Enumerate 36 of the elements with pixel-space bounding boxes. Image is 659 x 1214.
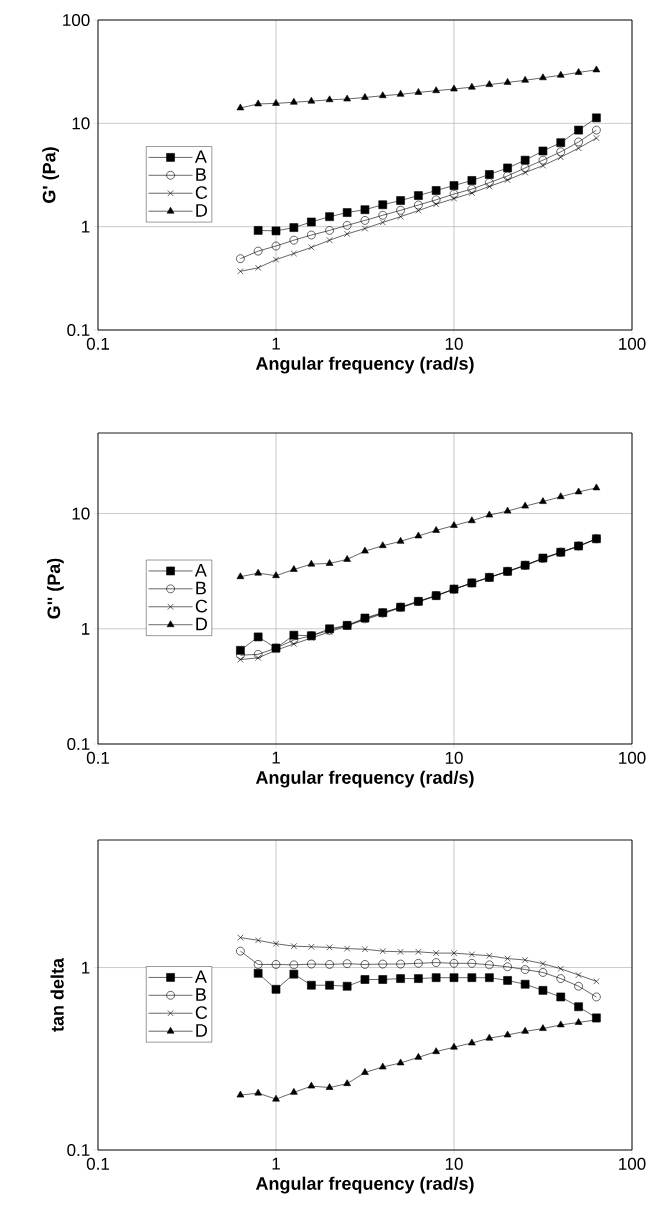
y-tick-label: 10 [72,507,90,520]
x-tick-label: 1 [272,1157,280,1170]
y-tick-label: 100 [63,13,90,27]
y-tick-label: 0.1 [67,737,90,751]
y-tick-label: 1 [82,220,90,233]
legend-label: B [196,988,206,1001]
x-axis-title: Angular frequency (rad/s) [255,770,474,788]
legend-label: D [196,1024,207,1037]
x-axis-title: Angular frequency (rad/s) [255,356,474,374]
x-tick-label: 100 [619,337,646,350]
y-axis-title: G'' (Pa) [46,558,64,619]
y-tick-label: 1 [82,961,90,974]
x-tick-label: 10 [445,751,463,764]
y-tick-label: 0.1 [67,323,90,337]
x-tick-label: 10 [445,1157,463,1170]
legend-label: A [194,564,207,577]
legend-label: B [196,581,206,595]
y-tick-label: 0.1 [67,1144,90,1157]
x-axis-title: Angular frequency (rad/s) [255,1176,474,1194]
legend-label: A [194,150,207,163]
legend-label: C [195,186,208,199]
x-tick-label: 100 [619,1157,646,1170]
legend-label: C [195,599,208,613]
legend-label: D [196,204,207,217]
x-tick-label: 100 [619,751,646,764]
legend-label: C [195,1006,208,1019]
legend-label: D [196,617,207,631]
x-tick-label: 10 [445,337,463,350]
y-tick-label: 10 [72,117,90,130]
x-tick-label: 1 [272,751,280,764]
legend-label: B [196,168,206,181]
y-axis-title: G' (Pa) [42,147,60,203]
legend-label: A [194,970,207,983]
x-tick-label: 1 [272,337,280,350]
y-tick-label: 1 [82,622,90,635]
y-axis-title: tan delta [50,957,64,1032]
